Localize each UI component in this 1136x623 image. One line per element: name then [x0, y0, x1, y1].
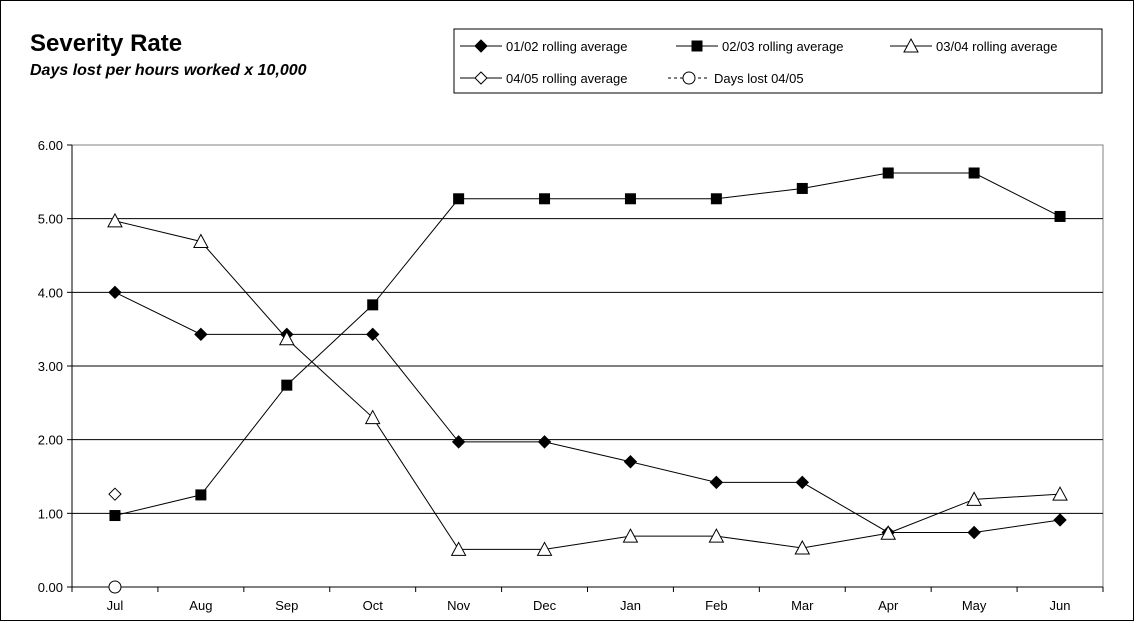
legend-box [453, 28, 1103, 94]
series-line [114, 172, 1061, 517]
data-point [966, 491, 982, 506]
legend-label: 04/05 rolling average [506, 71, 627, 86]
data-point [536, 541, 553, 556]
x-tick-label: Jan [620, 598, 641, 613]
legend-marker [474, 71, 488, 85]
x-tick-label: Sep [275, 598, 298, 613]
x-tick-label: Jun [1050, 598, 1071, 613]
data-point [108, 487, 122, 501]
data-point [366, 327, 380, 342]
data-point [796, 182, 808, 194]
series-4 [108, 487, 122, 501]
legend-item-3: 03/04 rolling average [890, 37, 1057, 54]
data-point [453, 193, 465, 205]
x-tick-label: Aug [189, 598, 212, 613]
x-tick-label: Jul [107, 598, 124, 613]
data-point [193, 233, 209, 249]
data-point [108, 580, 122, 594]
data-point [1052, 486, 1068, 501]
legend-item-5: Days lost 04/05 [668, 71, 804, 86]
data-point [451, 435, 466, 449]
legend-label: 01/02 rolling average [506, 39, 627, 54]
x-tick-label: Nov [447, 598, 471, 613]
legend-item-1: 01/02 rolling average [460, 39, 627, 54]
chart-subtitle: Days lost per hours worked x 10,000 [30, 62, 307, 79]
data-point [1053, 513, 1067, 527]
y-tick-label: 1.00 [38, 506, 63, 521]
legend-marker [474, 39, 488, 53]
legend-marker [903, 37, 919, 53]
series-line [114, 220, 1061, 550]
data-point [1054, 210, 1066, 222]
data-point [624, 193, 636, 205]
data-point [364, 409, 381, 425]
series-2 [109, 167, 1066, 522]
series-group [107, 167, 1068, 594]
x-tick-label: May [962, 598, 987, 613]
data-point [195, 489, 207, 501]
legend-label: Days lost 04/05 [714, 71, 804, 86]
legend-item-4: 04/05 rolling average [460, 71, 627, 86]
y-tick-label: 4.00 [38, 285, 63, 300]
data-point [367, 299, 379, 311]
series-line [114, 291, 1061, 533]
y-tick-label: 5.00 [38, 212, 63, 227]
data-point [450, 541, 467, 556]
data-point [539, 193, 551, 205]
gridlines [71, 144, 1104, 588]
series-3 [107, 212, 1068, 556]
y-tick-label: 3.00 [38, 359, 63, 374]
x-tick-label: Dec [533, 598, 557, 613]
legend-label: 02/03 rolling average [722, 39, 843, 54]
x-tick-label: Feb [705, 598, 727, 613]
data-point [194, 327, 208, 342]
chart-title: Severity Rate [30, 30, 183, 57]
data-point [708, 528, 725, 543]
data-point [880, 525, 897, 540]
data-point [709, 475, 724, 490]
y-tick-label: 2.00 [38, 433, 63, 448]
legend-marker [682, 71, 696, 85]
x-tick-label: Mar [791, 598, 814, 613]
data-point [281, 379, 293, 391]
data-point [537, 435, 552, 449]
data-point [108, 285, 122, 300]
data-point [968, 167, 980, 179]
data-point [795, 475, 809, 490]
x-tick-label: Oct [363, 598, 384, 613]
series-1 [108, 285, 1067, 540]
data-point [109, 510, 121, 522]
data-point [107, 212, 123, 228]
data-point [622, 528, 639, 543]
data-point [882, 167, 894, 179]
data-point [623, 455, 638, 469]
legend-label: 03/04 rolling average [936, 39, 1057, 54]
axes: 0.00 1.00 2.00 3.00 4.00 5.00 6.00 Jul Aug Sep Oct… [38, 138, 1104, 613]
data-point [278, 330, 295, 346]
y-tick-label: 6.00 [38, 138, 63, 153]
legend-marker [691, 40, 703, 52]
series-5 [108, 580, 122, 594]
y-tick-label: 0.00 [38, 580, 63, 595]
x-tick-label: Apr [878, 598, 899, 613]
legend: 01/02 rolling average 02/03 rolling avera… [453, 28, 1103, 94]
data-point [794, 539, 811, 555]
data-point [710, 193, 722, 205]
data-point [967, 525, 981, 540]
legend-item-2: 02/03 rolling average [676, 39, 843, 54]
